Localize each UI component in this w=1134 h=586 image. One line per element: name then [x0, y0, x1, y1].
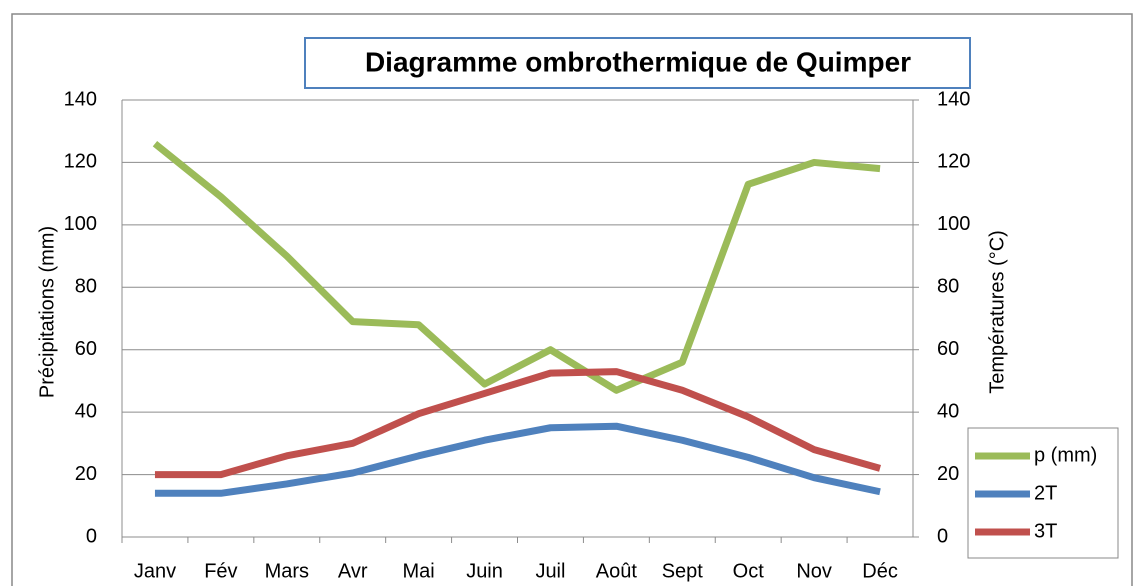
y-axis-label: Précipitations (mm) [36, 226, 58, 398]
y-tick-label: 0 [86, 525, 97, 547]
x-tick-label: Sept [662, 560, 704, 582]
title-box [304, 37, 971, 89]
series-line [154, 368, 881, 479]
x-tick-label: Oct [733, 560, 765, 582]
x-tick-label: Avr [338, 560, 368, 582]
series-line [152, 140, 881, 394]
legend-label: 2T [1034, 482, 1057, 504]
y2-tick-label: 80 [937, 276, 959, 298]
y-tick-label: 20 [75, 463, 97, 485]
y2-tick-label: 60 [937, 338, 959, 360]
x-tick-label: Déc [862, 560, 898, 582]
y2-tick-label: 0 [937, 525, 948, 547]
y2-tick-label: 100 [937, 213, 970, 235]
x-tick-label: Fév [204, 560, 237, 582]
x-tick-label: Nov [796, 560, 832, 582]
chart-title: Diagramme ombrothermique de Quimper [365, 46, 911, 77]
x-tick-label: Juin [466, 560, 503, 582]
y-tick-label: 60 [75, 338, 97, 360]
y-tick-label: 40 [75, 400, 97, 422]
y2-axis-label: Températures (°C) [986, 230, 1008, 394]
x-tick-label: Mars [265, 560, 309, 582]
y2-tick-label: 140 [937, 88, 970, 110]
y2-tick-label: 120 [937, 151, 970, 173]
x-tick-label: Janv [134, 560, 176, 582]
y2-tick-label: 20 [937, 463, 959, 485]
y-tick-label: 80 [75, 276, 97, 298]
y-tick-label: 120 [64, 151, 97, 173]
legend-label: 3T [1034, 520, 1057, 542]
x-tick-label: Mai [403, 560, 435, 582]
y2-tick-label: 40 [937, 400, 959, 422]
y-tick-label: 140 [64, 88, 97, 110]
legend-label: p (mm) [1034, 444, 1097, 466]
x-tick-label: Août [596, 560, 638, 582]
x-tick-label: Juil [535, 560, 565, 582]
y-tick-label: 100 [64, 213, 97, 235]
series-line [154, 422, 881, 497]
